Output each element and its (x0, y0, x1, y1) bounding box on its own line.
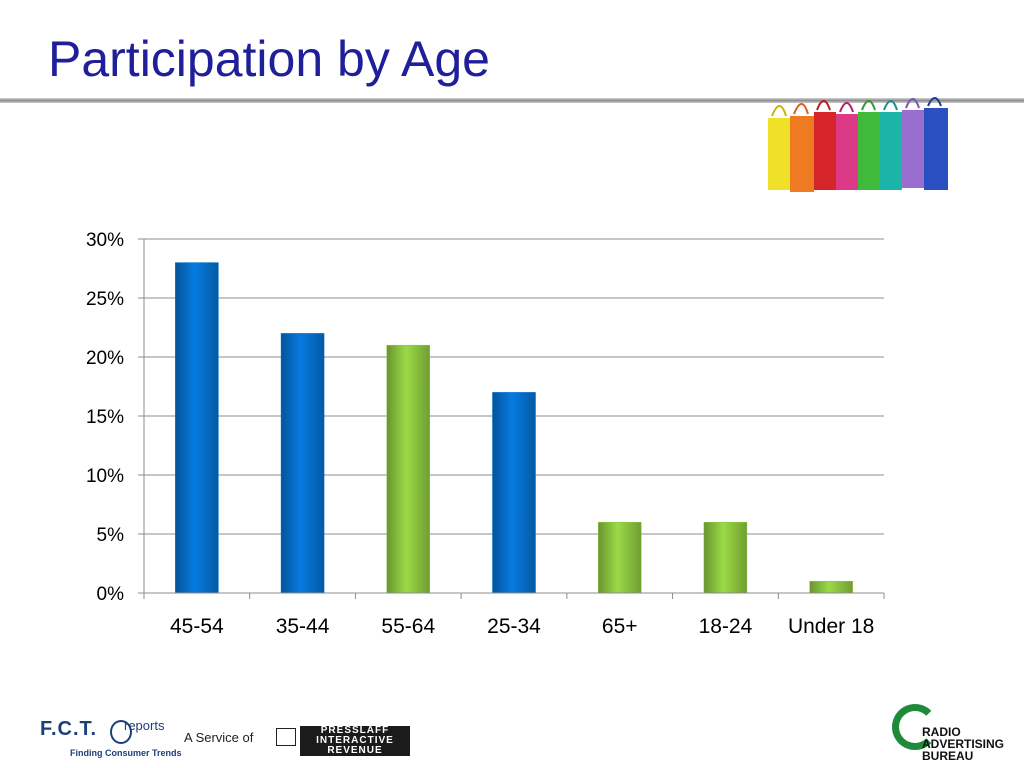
y-tick-label: 25% (86, 289, 124, 310)
presslaff-logo: PRESSLAFF INTERACTIVE REVENUE (276, 726, 410, 756)
bar-35-44 (280, 333, 325, 594)
y-tick-label: 0% (97, 584, 125, 605)
x-tick-label: 35-44 (276, 615, 330, 638)
x-tick-label: 45-54 (170, 615, 224, 638)
y-tick-label: 15% (86, 407, 124, 428)
presslaff-line2: INTERACTIVE (316, 735, 394, 746)
bar-25-34 (492, 392, 536, 594)
rab-logo: RADIO ADVERTISING BUREAU (892, 704, 1012, 764)
y-axis-ticks: 0% 5% 10% 15% 20% 25% 30% (86, 230, 144, 605)
y-tick-label: 5% (97, 525, 125, 546)
x-tick-label: 65+ (602, 615, 638, 638)
title-divider (0, 98, 1024, 103)
x-tick-label: 25-34 (487, 615, 541, 638)
fct-logo-text: F.C.T. (40, 718, 98, 740)
chart-axes (143, 239, 884, 599)
y-tick-label: 20% (86, 348, 124, 369)
y-tick-label: 30% (86, 230, 124, 251)
x-tick-label: 55-64 (381, 615, 435, 638)
presslaff-arrow-icon (276, 728, 296, 746)
bar-chart: 0% 5% 10% 15% 20% 25% 30% 45-54 35-44 55-64 25-34… (86, 230, 885, 638)
magnifier-icon (110, 720, 132, 744)
presslaff-line3: REVENUE (327, 745, 383, 756)
bar-65+ (597, 521, 642, 594)
x-tick-label: 18-24 (699, 615, 753, 638)
rab-ring-icon (892, 704, 938, 750)
fct-tagline: Finding Consumer Trends (70, 748, 182, 758)
bar-18-24 (703, 521, 748, 594)
presslaff-line1: PRESSLAFF (320, 725, 390, 736)
footer: F.C.T. reports Finding Consumer Trends A… (0, 700, 1024, 768)
bar-under-18 (809, 580, 853, 594)
y-tick-label: 10% (86, 466, 124, 487)
fct-reports-text: reports (124, 718, 165, 733)
shopping-bags-image (768, 97, 948, 192)
fct-logo: F.C.T. reports Finding Consumer Trends (40, 718, 182, 758)
chart-bars (175, 262, 853, 594)
presslaff-box: PRESSLAFF INTERACTIVE REVENUE (300, 726, 410, 756)
service-of-text: A Service of (184, 730, 254, 745)
shopping-bags-icon (768, 97, 948, 192)
x-axis-labels: 45-54 35-44 55-64 25-34 65+ 18-24 Under 18 (170, 593, 885, 638)
rab-logo-text: RADIO ADVERTISING BUREAU (922, 725, 1005, 763)
x-tick-label: Under 18 (788, 615, 874, 638)
bar-55-64 (386, 344, 431, 594)
bar-45-54 (175, 262, 219, 594)
page-title: Participation by Age (48, 31, 490, 87)
